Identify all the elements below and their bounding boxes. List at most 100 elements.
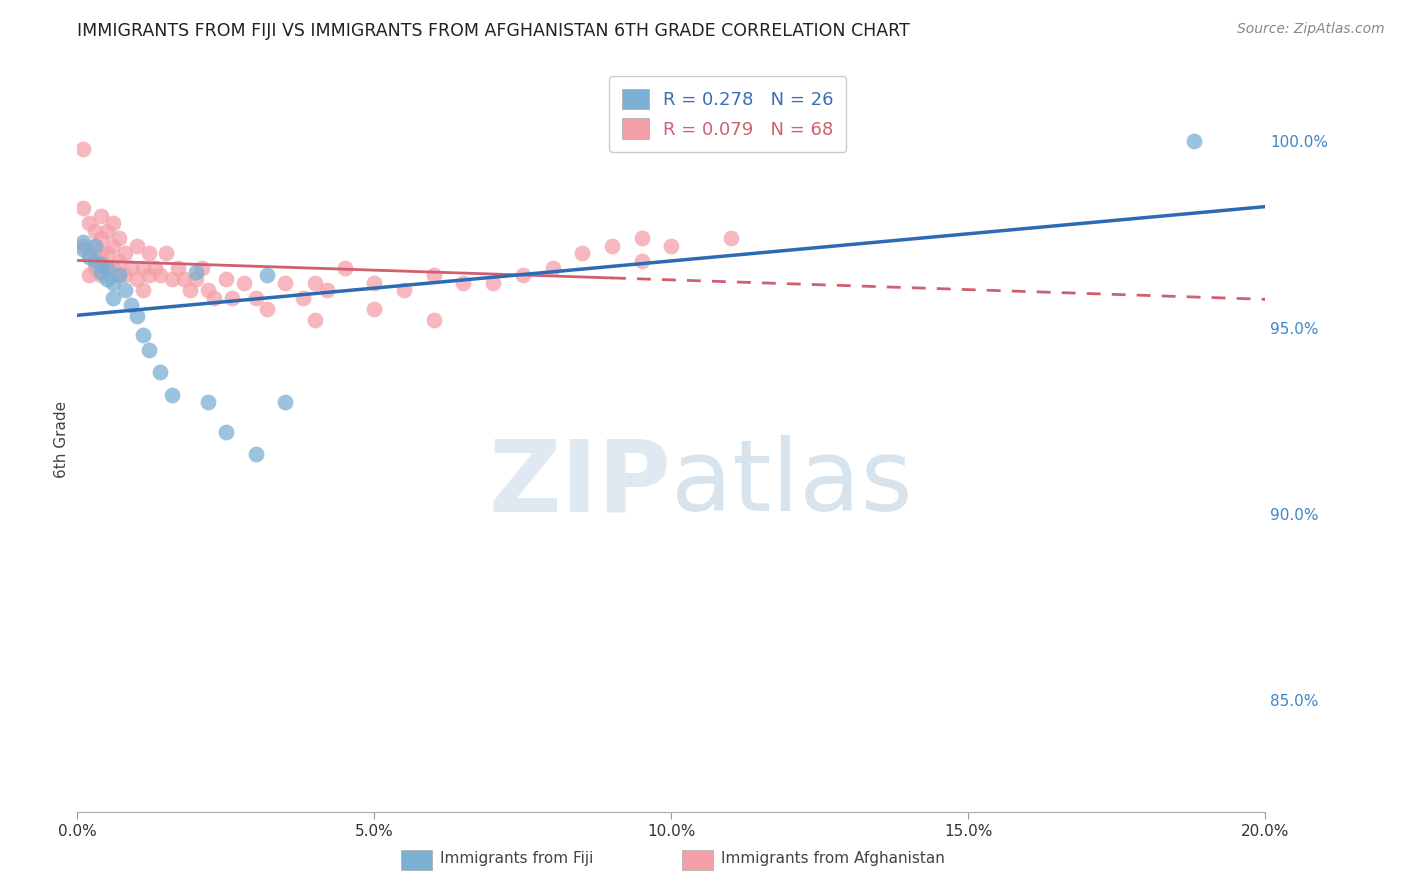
- Point: [131, 328, 153, 343]
- Point: [600, 238, 623, 252]
- Point: [149, 268, 172, 283]
- Point: [138, 268, 160, 283]
- Legend: R = 0.278   N = 26, R = 0.079   N = 68: R = 0.278 N = 26, R = 0.079 N = 68: [609, 76, 846, 152]
- Point: [108, 268, 131, 283]
- Point: [72, 243, 94, 257]
- Point: [101, 291, 124, 305]
- Point: [512, 268, 534, 283]
- Point: [84, 224, 107, 238]
- Point: [256, 301, 278, 316]
- Point: [186, 272, 208, 286]
- Point: [215, 425, 238, 439]
- Point: [138, 343, 160, 357]
- Point: [90, 268, 112, 283]
- Point: [101, 216, 124, 230]
- Point: [423, 313, 446, 327]
- Point: [90, 265, 112, 279]
- Point: [96, 260, 118, 275]
- Point: [72, 202, 94, 216]
- Point: [423, 268, 446, 283]
- Point: [125, 310, 148, 324]
- Point: [162, 387, 184, 401]
- Point: [84, 253, 107, 268]
- Point: [256, 268, 278, 283]
- Point: [167, 260, 190, 275]
- Point: [315, 283, 337, 297]
- Text: Immigrants from Afghanistan: Immigrants from Afghanistan: [721, 852, 945, 866]
- Point: [162, 272, 184, 286]
- Point: [143, 260, 166, 275]
- Point: [108, 253, 131, 268]
- Y-axis label: 6th Grade: 6th Grade: [53, 401, 69, 478]
- Point: [96, 272, 118, 286]
- Point: [453, 276, 475, 290]
- Point: [90, 257, 112, 271]
- Point: [77, 268, 100, 283]
- Point: [245, 291, 267, 305]
- Point: [72, 142, 94, 156]
- Point: [108, 231, 131, 245]
- Point: [173, 272, 195, 286]
- Point: [630, 231, 652, 245]
- Point: [125, 238, 148, 252]
- Point: [155, 246, 177, 260]
- Point: [186, 265, 208, 279]
- Point: [138, 246, 160, 260]
- Point: [114, 246, 136, 260]
- Text: Source: ZipAtlas.com: Source: ZipAtlas.com: [1237, 22, 1385, 37]
- Point: [101, 276, 124, 290]
- Point: [274, 395, 297, 409]
- Point: [96, 260, 118, 275]
- Point: [101, 238, 124, 252]
- Point: [72, 238, 94, 252]
- Point: [197, 283, 219, 297]
- Point: [90, 231, 112, 245]
- Point: [541, 260, 564, 275]
- Point: [215, 272, 238, 286]
- Point: [392, 283, 415, 297]
- Text: atlas: atlas: [672, 435, 912, 533]
- Point: [96, 224, 118, 238]
- Text: Immigrants from Fiji: Immigrants from Fiji: [440, 852, 593, 866]
- Point: [114, 268, 136, 283]
- Point: [245, 447, 267, 461]
- Point: [630, 253, 652, 268]
- Point: [179, 283, 201, 297]
- Text: IMMIGRANTS FROM FIJI VS IMMIGRANTS FROM AFGHANISTAN 6TH GRADE CORRELATION CHART: IMMIGRANTS FROM FIJI VS IMMIGRANTS FROM …: [77, 22, 910, 40]
- Point: [149, 365, 172, 379]
- Point: [482, 276, 505, 290]
- Point: [125, 272, 148, 286]
- Point: [333, 260, 356, 275]
- Point: [77, 250, 100, 264]
- Point: [96, 246, 118, 260]
- Point: [72, 235, 94, 249]
- Point: [108, 268, 131, 283]
- Point: [274, 276, 297, 290]
- Point: [363, 301, 385, 316]
- Point: [661, 238, 683, 252]
- Point: [77, 246, 100, 260]
- Text: ZIP: ZIP: [488, 435, 672, 533]
- Point: [84, 238, 107, 252]
- Point: [90, 246, 112, 260]
- Point: [131, 283, 153, 297]
- Point: [191, 260, 214, 275]
- Point: [84, 260, 107, 275]
- Point: [1182, 134, 1205, 148]
- Point: [120, 260, 142, 275]
- Point: [571, 246, 593, 260]
- Point: [90, 209, 112, 223]
- Point: [114, 283, 136, 297]
- Point: [197, 395, 219, 409]
- Point: [77, 216, 100, 230]
- Point: [232, 276, 254, 290]
- Point: [131, 260, 153, 275]
- Point: [202, 291, 225, 305]
- Point: [292, 291, 315, 305]
- Point: [120, 298, 142, 312]
- Point: [84, 238, 107, 252]
- Point: [720, 231, 742, 245]
- Point: [221, 291, 243, 305]
- Point: [304, 313, 326, 327]
- Point: [101, 260, 124, 275]
